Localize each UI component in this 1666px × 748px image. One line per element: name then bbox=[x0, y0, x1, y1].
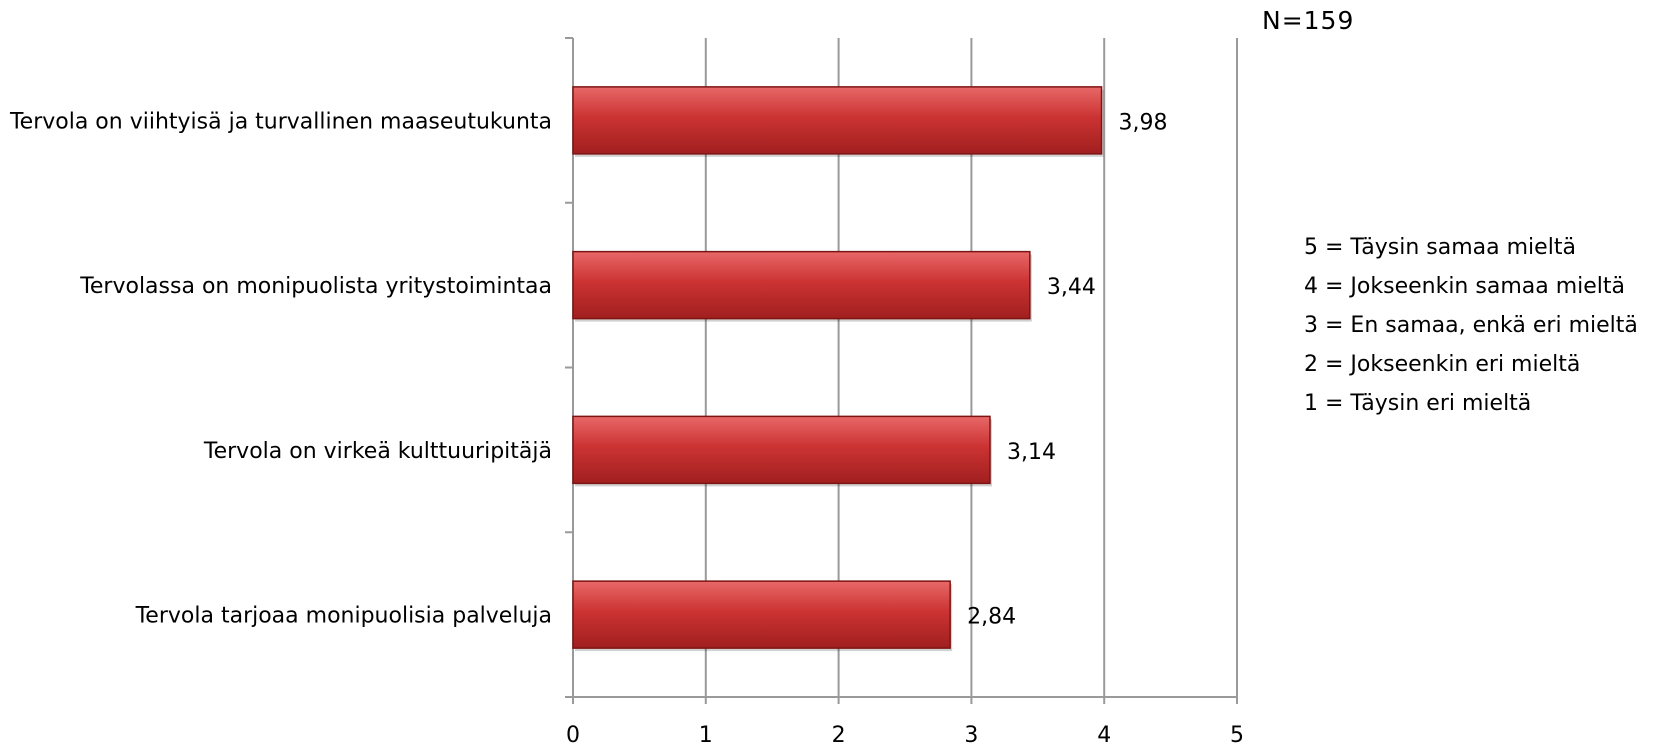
x-tick-label: 5 bbox=[1230, 723, 1244, 748]
scale-legend-item-4: 4 = Jokseenkin samaa mieltä bbox=[1304, 274, 1625, 299]
x-tick-label: 4 bbox=[1097, 723, 1111, 748]
category-label: Tervolassa on monipuolista yritystoimint… bbox=[79, 274, 552, 299]
x-tick-label: 1 bbox=[699, 723, 713, 748]
data-label: 2,84 bbox=[967, 605, 1016, 630]
data-label: 3,98 bbox=[1119, 110, 1168, 135]
category-label: Tervola tarjoaa monipuolisia palveluja bbox=[135, 604, 552, 629]
data-label: 3,14 bbox=[1007, 440, 1056, 465]
bar bbox=[572, 250, 1031, 320]
scale-legend-item-1: 1 = Täysin eri mieltä bbox=[1304, 391, 1532, 416]
scale-legend-item-5: 5 = Täysin samaa mieltä bbox=[1304, 235, 1576, 260]
category-label: Tervola on viihtyisä ja turvallinen maas… bbox=[9, 109, 552, 134]
bar bbox=[572, 580, 951, 649]
x-tick-label: 0 bbox=[566, 723, 580, 748]
category-label: Tervola on virkeä kulttuuripitäjä bbox=[203, 439, 552, 464]
x-tick-label: 3 bbox=[964, 723, 978, 748]
data-label: 3,44 bbox=[1047, 275, 1096, 300]
bar bbox=[572, 86, 1103, 155]
scale-legend: 5 = Täysin samaa mieltä 4 = Jokseenkin s… bbox=[1304, 228, 1638, 423]
bar bbox=[572, 415, 991, 485]
x-tick-label: 2 bbox=[832, 723, 846, 748]
scale-legend-item-2: 2 = Jokseenkin eri mieltä bbox=[1304, 352, 1581, 377]
scale-legend-item-3: 3 = En samaa, enkä eri mieltä bbox=[1304, 313, 1638, 338]
sample-size-label: N=159 bbox=[1262, 6, 1355, 35]
